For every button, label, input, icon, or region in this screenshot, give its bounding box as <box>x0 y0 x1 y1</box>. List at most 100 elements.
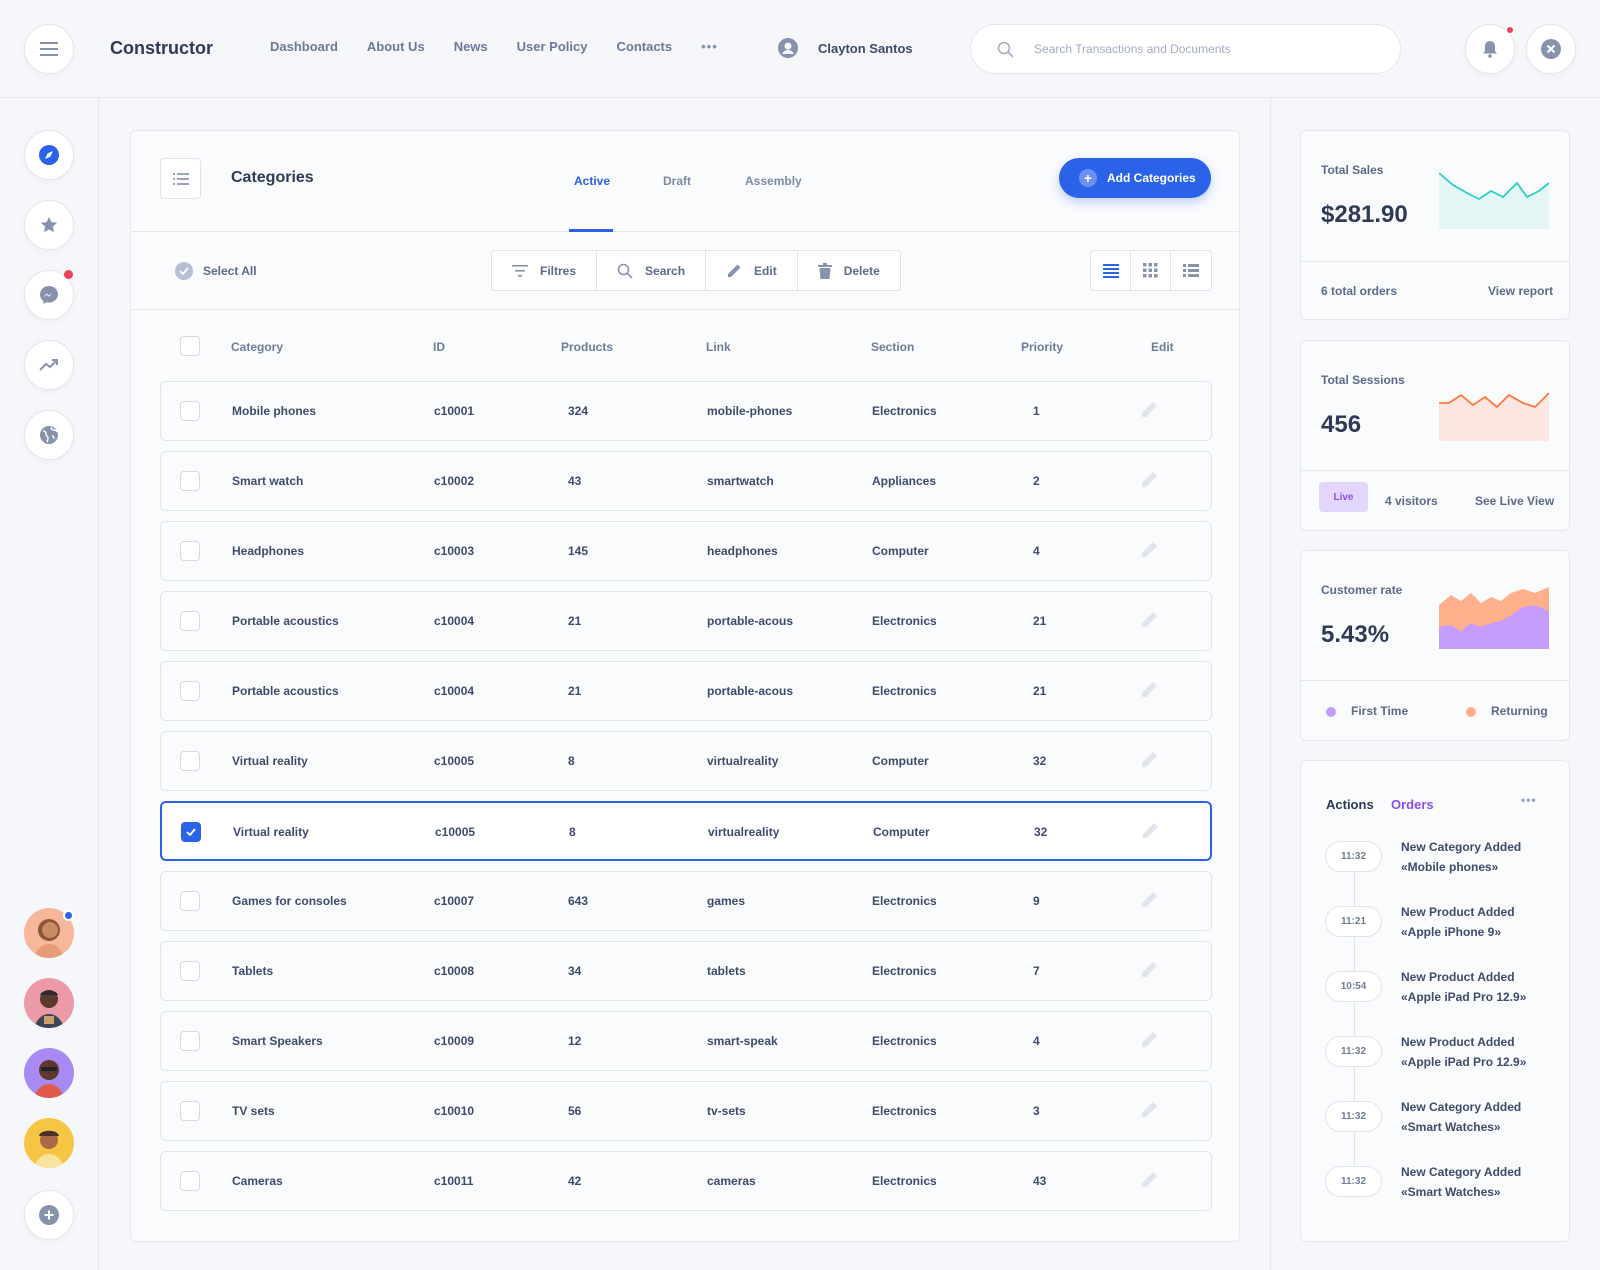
view-list-button[interactable] <box>1091 251 1131 290</box>
avatar[interactable] <box>24 978 74 1028</box>
cell-products: 21 <box>568 684 582 698</box>
row-checkbox[interactable] <box>180 1171 200 1191</box>
row-checkbox[interactable] <box>180 1101 200 1121</box>
add-categories-button[interactable]: + Add Categories <box>1059 158 1211 198</box>
nav-news[interactable]: News <box>453 39 488 54</box>
cell-priority: 3 <box>1033 1104 1040 1118</box>
table-row[interactable]: Mobile phones c10001 324 mobile-phones Elect… <box>160 381 1212 441</box>
search-button[interactable]: Search <box>597 251 707 290</box>
table-row[interactable]: TV sets c10010 56 tv-sets Electronics 3 <box>160 1081 1212 1141</box>
tab-orders[interactable]: Orders <box>1391 797 1434 812</box>
table-row[interactable]: Virtual reality c10005 8 virtualreality Comp… <box>160 801 1212 861</box>
edit-row-button[interactable] <box>1139 750 1159 775</box>
more-options-icon[interactable]: ••• <box>1521 793 1537 807</box>
edit-row-button[interactable] <box>1139 540 1159 565</box>
edit-row-button[interactable] <box>1139 610 1159 635</box>
list-toggle-button[interactable] <box>160 158 201 199</box>
col-priority[interactable]: Priority <box>1021 340 1064 354</box>
total-sessions-value: 456 <box>1321 411 1362 438</box>
edit-row-button[interactable] <box>1139 960 1159 985</box>
header-checkbox[interactable] <box>180 336 200 356</box>
table-row[interactable]: Virtual reality c10005 8 virtualreality Comp… <box>160 731 1212 791</box>
edit-row-button[interactable] <box>1139 470 1159 495</box>
menu-button[interactable] <box>24 24 74 74</box>
col-category[interactable]: Category <box>231 340 284 354</box>
row-checkbox[interactable] <box>180 541 200 561</box>
cell-category: Portable acoustics <box>232 614 339 628</box>
table-row[interactable]: Smart Speakers c10009 12 smart-speak Electro… <box>160 1011 1212 1071</box>
tab-active[interactable]: Active <box>574 174 611 188</box>
nav-contacts[interactable]: Contacts <box>616 39 673 54</box>
table-row[interactable]: Smart watch c10002 43 smartwatch Appliances 2 <box>160 451 1212 511</box>
tab-draft[interactable]: Draft <box>663 174 692 188</box>
timeline-entry[interactable]: New Product Added «Apple iPad Pro 12.9» <box>1401 967 1526 1007</box>
edit-row-button[interactable] <box>1140 821 1160 846</box>
edit-row-button[interactable] <box>1139 400 1159 425</box>
search-input[interactable] <box>1034 42 1374 56</box>
edit-row-button[interactable] <box>1139 1030 1159 1055</box>
row-checkbox[interactable] <box>180 961 200 981</box>
nav-dashboard[interactable]: Dashboard <box>270 39 338 54</box>
col-section[interactable]: Section <box>871 340 915 354</box>
delete-button[interactable]: Delete <box>798 251 900 290</box>
sidebar-globe[interactable] <box>24 410 74 460</box>
table-row[interactable]: Cameras c10011 42 cameras Electronics 43 <box>160 1151 1212 1211</box>
cell-section: Electronics <box>872 404 937 418</box>
timeline-entry[interactable]: New Category Added «Smart Watches» <box>1401 1097 1521 1137</box>
view-detail-button[interactable] <box>1171 251 1211 290</box>
row-checkbox[interactable] <box>180 751 200 771</box>
avatar[interactable] <box>24 1118 74 1168</box>
edit-button[interactable]: Edit <box>706 251 798 290</box>
edit-row-button[interactable] <box>1139 890 1159 915</box>
col-products[interactable]: Products <box>561 340 614 354</box>
col-link[interactable]: Link <box>706 340 731 354</box>
table-row[interactable]: Portable acoustics c10004 21 portable-acous… <box>160 661 1212 721</box>
table-row[interactable]: Games for consoles c10007 643 games Electron… <box>160 871 1212 931</box>
table-row[interactable]: Headphones c10003 145 headphones Computer 4 <box>160 521 1212 581</box>
see-live-view-link[interactable]: See Live View <box>1475 494 1555 508</box>
timeline-entry[interactable]: New Product Added «Apple iPad Pro 12.9» <box>1401 1032 1526 1072</box>
add-user-button[interactable] <box>24 1190 74 1240</box>
close-button[interactable] <box>1526 24 1576 74</box>
row-checkbox[interactable] <box>180 471 200 491</box>
user-menu[interactable]: Clayton Santos <box>778 38 913 58</box>
edit-row-button[interactable] <box>1139 1100 1159 1125</box>
top-bar: Constructor Dashboard About Us News User… <box>0 0 1600 98</box>
nav-user-policy[interactable]: User Policy <box>516 39 588 54</box>
table-row[interactable]: Portable acoustics c10004 21 portable-acous… <box>160 591 1212 651</box>
nav-more-icon[interactable]: ••• <box>701 39 718 54</box>
select-all[interactable]: Select All <box>175 262 257 280</box>
cell-id: c10004 <box>434 614 475 628</box>
row-checkbox[interactable] <box>180 611 200 631</box>
table-row[interactable]: Tablets c10008 34 tablets Electronics 7 <box>160 941 1212 1001</box>
edit-row-button[interactable] <box>1139 680 1159 705</box>
sidebar-favorites[interactable] <box>24 200 74 250</box>
timeline-entry[interactable]: New Category Added «Mobile phones» <box>1401 837 1521 877</box>
tab-actions[interactable]: Actions <box>1326 797 1374 812</box>
row-checkbox[interactable] <box>180 401 200 421</box>
sidebar-analytics[interactable] <box>24 340 74 390</box>
filters-button[interactable]: Filtres <box>492 251 598 290</box>
row-checkbox[interactable] <box>181 822 201 842</box>
cell-products: 8 <box>568 754 575 768</box>
row-checkbox[interactable] <box>180 1031 200 1051</box>
row-checkbox[interactable] <box>180 681 200 701</box>
hamburger-icon <box>40 42 58 56</box>
cell-link: virtualreality <box>707 754 779 768</box>
divider <box>1301 680 1569 681</box>
delete-label: Delete <box>843 263 880 278</box>
sidebar-explore[interactable] <box>24 130 74 180</box>
tab-assembly[interactable]: Assembly <box>745 174 802 188</box>
edit-row-button[interactable] <box>1139 1170 1159 1195</box>
first-time-legend-dot <box>1326 707 1336 717</box>
col-edit[interactable]: Edit <box>1151 340 1174 354</box>
timeline-entry[interactable]: New Product Added «Apple iPhone 9» <box>1401 902 1515 942</box>
row-checkbox[interactable] <box>180 891 200 911</box>
timeline-title: New Category Added <box>1401 1100 1522 1114</box>
nav-about-us[interactable]: About Us <box>366 39 425 54</box>
view-grid-button[interactable] <box>1131 251 1171 290</box>
timeline-entry[interactable]: New Category Added «Smart Watches» <box>1401 1162 1521 1202</box>
view-report-link[interactable]: View report <box>1488 284 1554 298</box>
avatar[interactable] <box>24 1048 74 1098</box>
col-id[interactable]: ID <box>433 340 445 354</box>
